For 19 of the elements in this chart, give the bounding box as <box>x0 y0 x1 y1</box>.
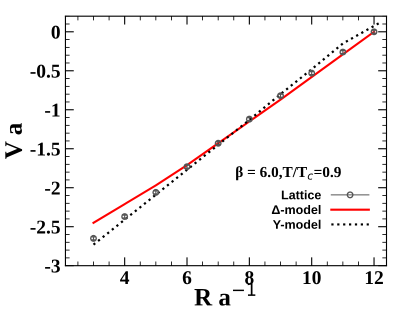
y-tick-label: -2 <box>45 182 60 194</box>
y-tick-label: -3 <box>45 260 60 273</box>
line-series <box>92 21 382 246</box>
annotation: β = 6.0,T/T$_{c}$=0.9 <box>236 166 341 180</box>
legend-label: Y-model <box>272 220 320 229</box>
y-tick-label: -1 <box>45 104 60 116</box>
x-tick-label: 12 <box>366 271 383 284</box>
y-tick-label: 0 <box>52 26 60 39</box>
y-tick-label: -1.5 <box>30 142 60 156</box>
legend-label: Lattice <box>282 190 321 200</box>
x-tick-label: 10 <box>304 271 321 284</box>
x-tick-label: 4 <box>120 271 130 284</box>
x-tick-label: 8 <box>245 271 254 284</box>
y-tick-label: -2.5 <box>30 220 60 234</box>
x-tick-label: 6 <box>182 271 192 284</box>
y-tick-label: -0.5 <box>30 64 60 78</box>
x-axis-title: R a$^{−1}$ <box>194 283 256 306</box>
y-axis-title: V a <box>5 123 22 159</box>
legend-label: Δ-model <box>272 204 320 214</box>
